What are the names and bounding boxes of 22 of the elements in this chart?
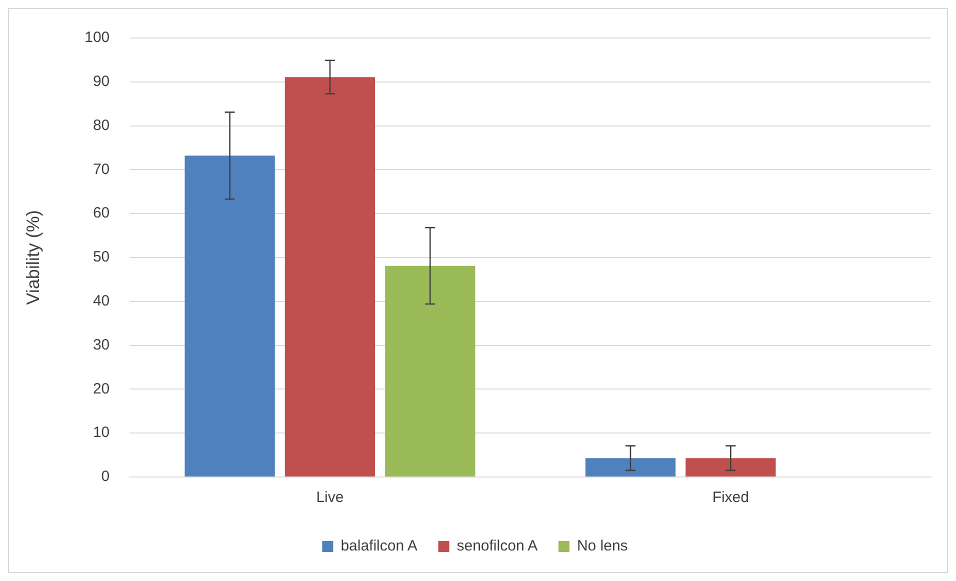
y-tick-label: 60 [92, 204, 110, 222]
y-tick-label: 40 [92, 292, 110, 310]
y-tick-label: 70 [92, 160, 110, 178]
y-tick-label: 30 [92, 336, 110, 354]
legend-label: senofilcon A [456, 538, 538, 555]
bar [385, 266, 476, 476]
y-tick-label: 0 [101, 468, 110, 486]
legend-label: balafilcon A [340, 538, 418, 555]
bar [284, 77, 376, 476]
bar [686, 458, 776, 476]
y-tick-label: 90 [92, 73, 110, 90]
y-tick-label: 10 [92, 424, 110, 442]
legend-label: No lens [576, 538, 628, 555]
y-tick-label: 100 [84, 29, 110, 46]
y-axis-title: Viability (%) [22, 210, 43, 305]
y-tick-label: 50 [92, 248, 110, 266]
bar [184, 156, 275, 476]
y-tick-label: 80 [92, 116, 110, 134]
y-tick-label: 20 [92, 380, 110, 398]
x-tick-label: Fixed [712, 489, 749, 506]
x-tick-label: Live [316, 489, 344, 506]
bar [585, 458, 676, 476]
